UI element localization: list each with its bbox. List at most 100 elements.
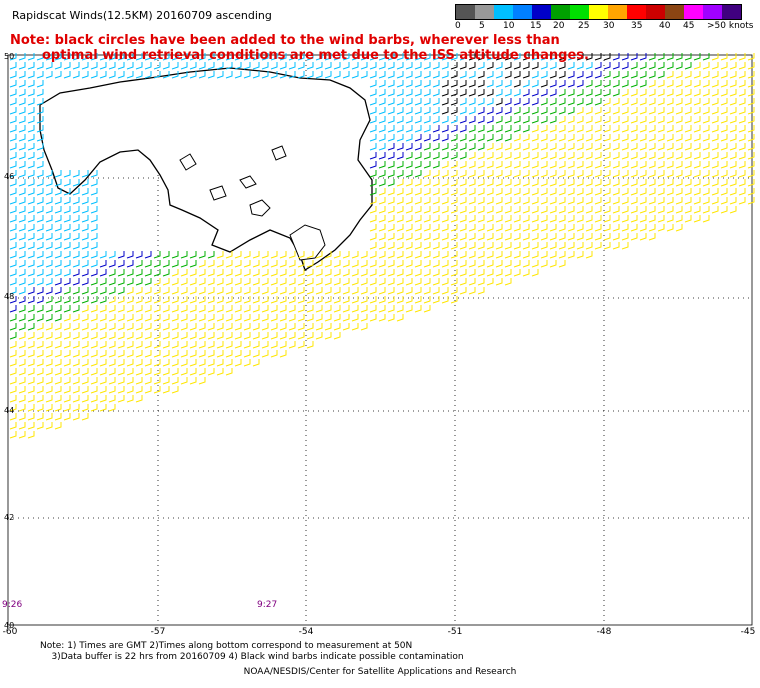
wind-barb [63, 395, 71, 403]
wind-barb [423, 98, 431, 106]
wind-barb [162, 287, 170, 295]
wind-barb [153, 53, 161, 61]
wind-barb [135, 278, 143, 286]
wind-barb [450, 296, 458, 304]
wind-barb [63, 278, 71, 286]
wind-barb [522, 251, 530, 259]
wind-barb [441, 179, 449, 187]
wind-barb [729, 53, 737, 61]
wind-barb [9, 134, 17, 142]
wind-barb [585, 224, 593, 232]
wind-barb [126, 278, 134, 286]
wind-barb [747, 152, 755, 160]
wind-barb [108, 251, 116, 259]
wind-barb [306, 260, 314, 268]
wind-barb [666, 206, 674, 214]
wind-barb [441, 251, 449, 259]
wind-barb [72, 368, 80, 376]
wind-barb [738, 188, 746, 196]
wind-barb [351, 287, 359, 295]
wind-barb [324, 305, 332, 313]
wind-barb [423, 251, 431, 259]
wind-barb [27, 62, 35, 70]
wind-barb [126, 62, 134, 70]
wind-barb [567, 80, 575, 88]
wind-barb [486, 62, 494, 70]
wind-barb [504, 80, 512, 88]
wind-barb [567, 161, 575, 169]
wind-barb [549, 116, 557, 124]
wind-barb [369, 152, 377, 160]
legend-label: 30 [603, 21, 615, 31]
wind-barb [27, 404, 35, 412]
wind-barb [378, 80, 386, 88]
lon-label-45: -45 [740, 627, 756, 637]
wind-barb [522, 260, 530, 268]
wind-barb [603, 116, 611, 124]
wind-barb [666, 170, 674, 178]
wind-barb [666, 152, 674, 160]
wind-barb [594, 89, 602, 97]
wind-barb [54, 71, 62, 79]
wind-barb [432, 53, 440, 61]
wind-barb [126, 359, 134, 367]
wind-barb [729, 98, 737, 106]
wind-barb [495, 71, 503, 79]
wind-barb [378, 251, 386, 259]
wind-barb [648, 206, 656, 214]
wind-barb [135, 323, 143, 331]
wind-barb [315, 323, 323, 331]
wind-barb [27, 161, 35, 169]
wind-barb [621, 170, 629, 178]
wind-barb [378, 278, 386, 286]
wind-barb [351, 251, 359, 259]
wind-barb [378, 62, 386, 70]
wind-barb [459, 224, 467, 232]
wind-barb [45, 71, 53, 79]
wind-barb [612, 197, 620, 205]
wind-barb [450, 233, 458, 241]
wind-barb [450, 98, 458, 106]
wind-barb [99, 296, 107, 304]
wind-barb [504, 224, 512, 232]
wind-barb [27, 134, 35, 142]
wind-barb [171, 350, 179, 358]
wind-barb [720, 179, 728, 187]
wind-barb [63, 377, 71, 385]
wind-barb [585, 98, 593, 106]
wind-barb [567, 143, 575, 151]
wind-barb [468, 170, 476, 178]
wind-barb [81, 242, 89, 250]
wind-barb [342, 296, 350, 304]
wind-barb [558, 80, 566, 88]
wind-barb [684, 215, 692, 223]
wind-barb [558, 224, 566, 232]
wind-barb [414, 125, 422, 133]
wind-barb [405, 224, 413, 232]
wind-barb [180, 341, 188, 349]
wind-barb [351, 305, 359, 313]
wind-barb [342, 251, 350, 259]
wind-barb [711, 197, 719, 205]
wind-barb [531, 71, 539, 79]
wind-barb [216, 341, 224, 349]
wind-barb [675, 125, 683, 133]
wind-barb [459, 206, 467, 214]
wind-barb [513, 89, 521, 97]
wind-barb [432, 116, 440, 124]
wind-barb [486, 269, 494, 277]
wind-barb [27, 332, 35, 340]
wind-barb [216, 269, 224, 277]
wind-barb [423, 134, 431, 142]
wind-barb [639, 71, 647, 79]
wind-barb [576, 143, 584, 151]
wind-barb [477, 80, 485, 88]
wind-barb [63, 413, 71, 421]
wind-barb [531, 107, 539, 115]
wind-barb [414, 71, 422, 79]
wind-barb [603, 170, 611, 178]
wind-barb [684, 161, 692, 169]
wind-barb [657, 53, 665, 61]
wind-barb [693, 170, 701, 178]
wind-barb [558, 125, 566, 133]
